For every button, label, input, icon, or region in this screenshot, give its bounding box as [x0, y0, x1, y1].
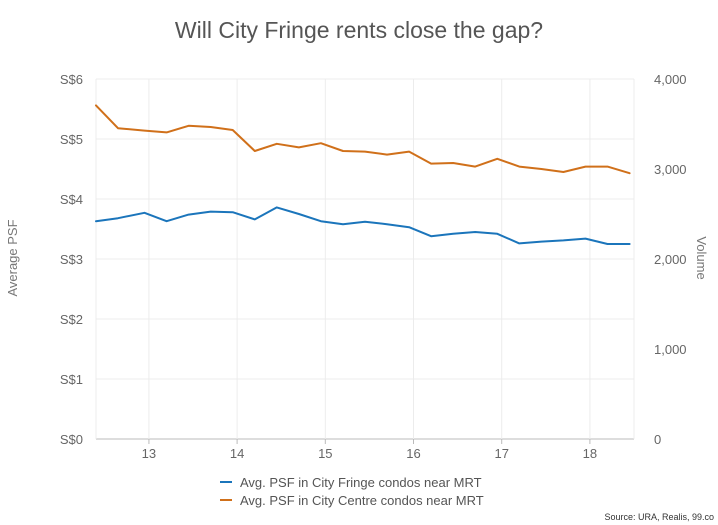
y-tick-label: S$4: [60, 192, 83, 207]
x-tick-label: 15: [318, 446, 332, 461]
y-tick-label: S$2: [60, 312, 83, 327]
y-axis-left: S$0 S$1 S$2 S$3 S$4 S$5 S$6: [60, 72, 83, 447]
series-line-1: [95, 206, 631, 245]
y2-tick-label: 1,000: [654, 342, 687, 357]
x-tick-label: 14: [230, 446, 244, 461]
source-note: Source: URA, Realis, 99.co: [604, 512, 714, 522]
series-lines: [95, 104, 631, 245]
y-tick-label: S$1: [60, 372, 83, 387]
y2-tick-label: 4,000: [654, 72, 687, 87]
legend-label: Avg. PSF in City Centre condos near MRT: [240, 493, 484, 508]
x-axis: 13 14 15 16 17 18: [142, 439, 597, 461]
legend-label: Avg. PSF in City Fringe condos near MRT: [240, 475, 482, 490]
y-tick-label: S$6: [60, 72, 83, 87]
chart-title: Will City Fringe rents close the gap?: [175, 17, 543, 43]
series-line-2: [95, 104, 631, 175]
y-tick-label: S$0: [60, 432, 83, 447]
x-tick-label: 18: [583, 446, 597, 461]
y-axis-right: 0 1,000 2,000 3,000 4,000: [654, 72, 687, 447]
y2-axis-label: Volume: [694, 236, 709, 279]
grid: [95, 78, 635, 440]
y-axis-label: Average PSF: [5, 219, 20, 296]
x-tick-label: 13: [142, 446, 156, 461]
y2-tick-label: 0: [654, 432, 661, 447]
y-tick-label: S$5: [60, 132, 83, 147]
y-tick-label: S$3: [60, 252, 83, 267]
y2-tick-label: 3,000: [654, 162, 687, 177]
x-tick-label: 17: [494, 446, 508, 461]
legend: Avg. PSF in City Fringe condos near MRT A…: [220, 475, 484, 508]
x-tick-label: 16: [406, 446, 420, 461]
y2-tick-label: 2,000: [654, 252, 687, 267]
